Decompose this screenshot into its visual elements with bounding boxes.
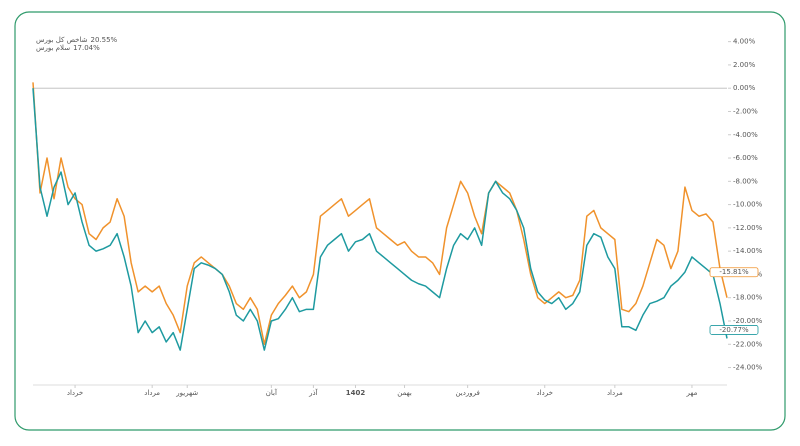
y-tick-label: -8.00% bbox=[733, 177, 758, 185]
last-value-box bbox=[709, 267, 759, 278]
x-tick-label: فروردین bbox=[455, 389, 479, 397]
series-line bbox=[32, 82, 728, 346]
x-tick-label: 1402 bbox=[346, 389, 366, 397]
y-tick-label: -6.00% bbox=[733, 154, 758, 162]
y-tick-label: -22.00% bbox=[733, 340, 763, 348]
legend-value: 17.04% bbox=[73, 44, 100, 52]
legend-name: سلام بورس bbox=[36, 44, 70, 52]
x-tick-label: خرداد bbox=[67, 389, 83, 397]
x-tick-label: مرداد bbox=[607, 389, 623, 397]
y-tick-label: -18.00% bbox=[733, 294, 763, 302]
x-tick-label: بهمن bbox=[397, 389, 412, 397]
last-value-label: -20.77% bbox=[719, 326, 749, 334]
y-tick-label: -10.00% bbox=[733, 201, 763, 209]
y-tick-label: -12.00% bbox=[733, 224, 763, 232]
last-value-box bbox=[709, 325, 759, 335]
card bbox=[14, 11, 786, 431]
y-tick-label: -24.00% bbox=[733, 364, 763, 372]
x-tick-label: آبان bbox=[266, 388, 278, 397]
y-tick-label: -4.00% bbox=[733, 131, 758, 139]
y-tick-label: -14.00% bbox=[733, 247, 763, 255]
y-tick-label: 0.00% bbox=[733, 84, 756, 92]
legend-value: 20.55% bbox=[90, 36, 117, 44]
x-tick-label: آذر bbox=[308, 388, 318, 397]
y-tick-label: 2.00% bbox=[733, 61, 756, 69]
y-tick-label: -20.00% bbox=[733, 317, 763, 325]
y-tick-label: -2.00% bbox=[733, 107, 758, 115]
x-tick-label: مهر bbox=[686, 389, 698, 397]
y-tick-label: 4.00% bbox=[733, 38, 756, 46]
x-tick-label: خرداد bbox=[537, 389, 553, 397]
legend-name: شاخص کل بورس bbox=[36, 36, 88, 44]
series-line bbox=[32, 88, 728, 351]
x-tick-label: شهریور bbox=[175, 389, 198, 397]
x-tick-label: مرداد bbox=[144, 389, 160, 397]
last-value-label: -15.81% bbox=[719, 268, 749, 276]
